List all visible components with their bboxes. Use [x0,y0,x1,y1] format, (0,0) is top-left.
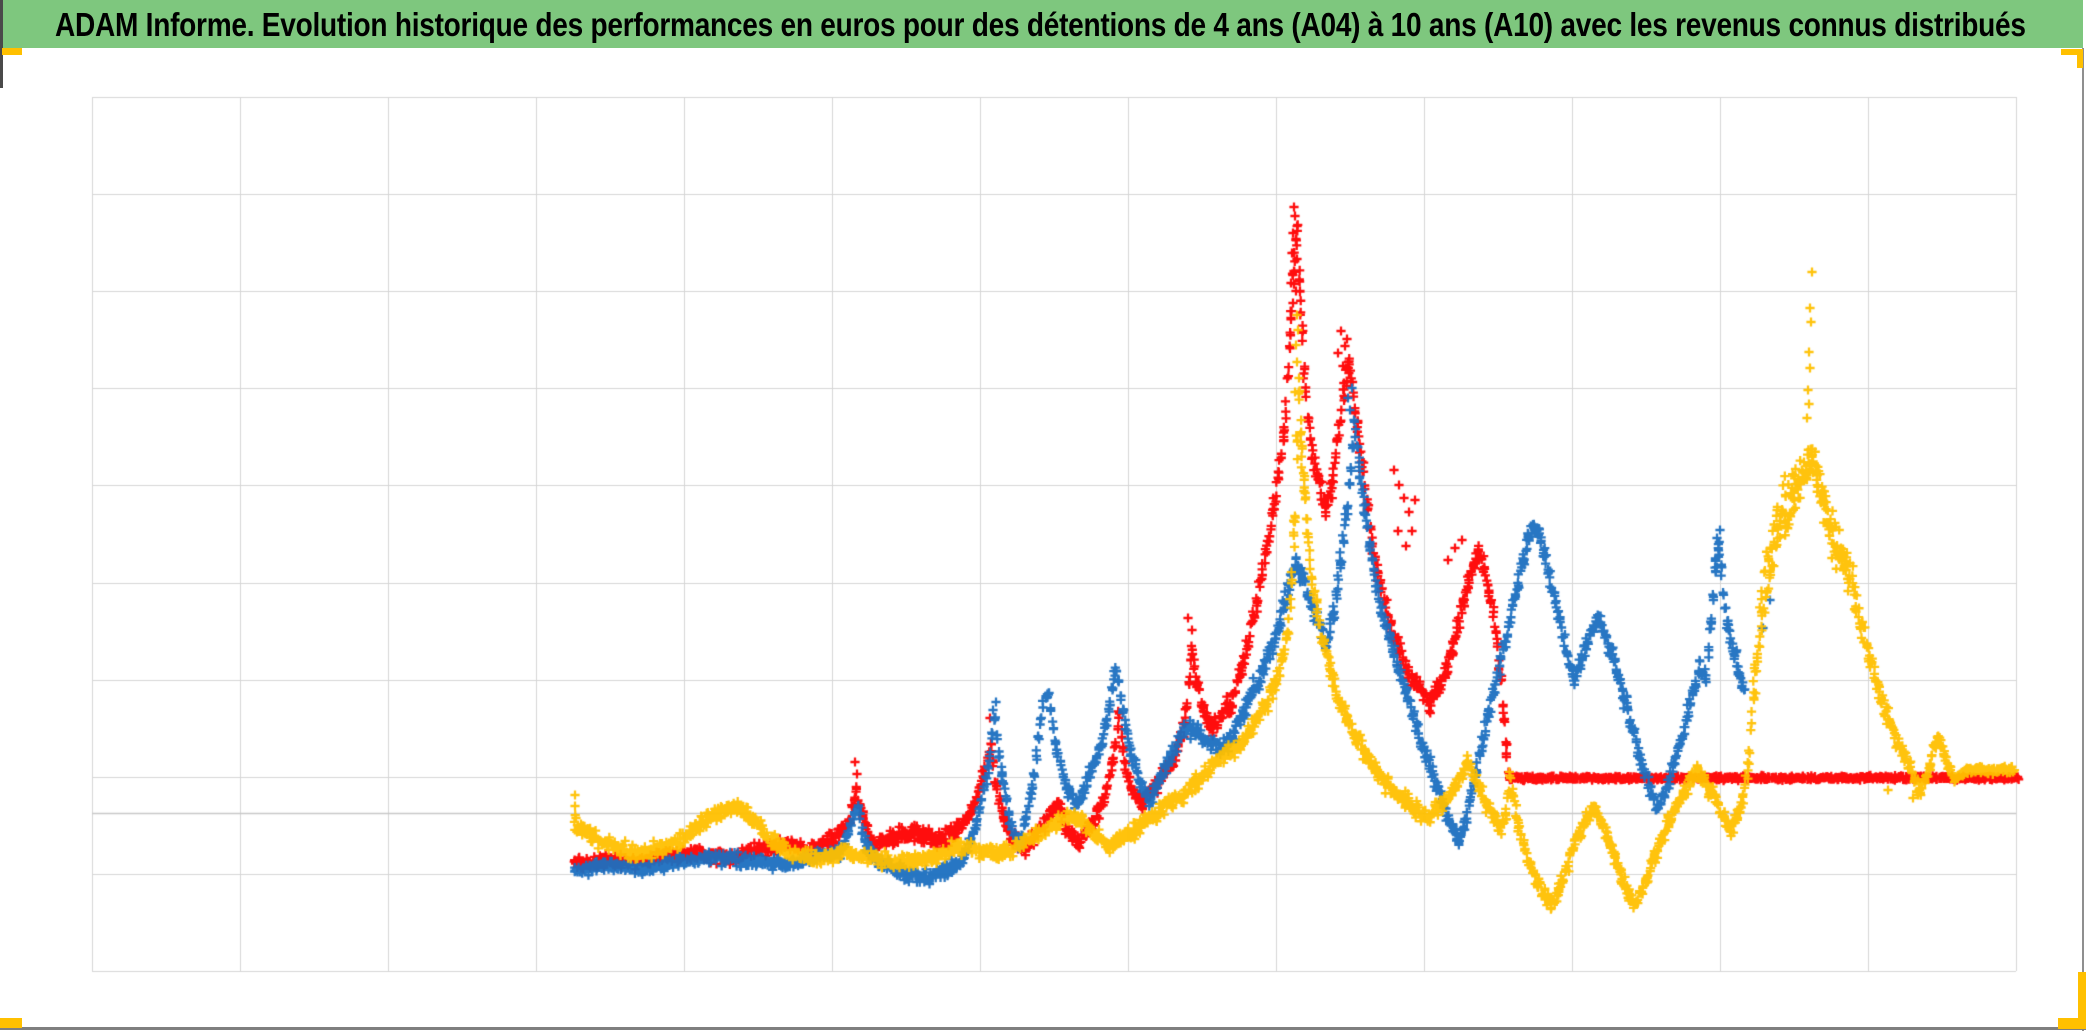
window-left-edge-tick [0,0,3,88]
corner-mark-bottom-right-vertical [2078,972,2086,1022]
window-bottom-border [0,1027,2086,1030]
corner-mark-bottom-left [0,1018,22,1028]
corner-mark-top-right-vertical [2077,49,2083,68]
title-bar: ADAM Informe. Evolution historique des p… [0,0,2083,48]
corner-mark-bottom-right-horizontal [2058,1018,2086,1029]
chart-title: ADAM Informe. Evolution historique des p… [55,6,2026,43]
window-right-border [2082,48,2084,1031]
corner-mark-top-left [2,48,22,55]
corner-mark-top-right-horizontal [2061,49,2083,55]
